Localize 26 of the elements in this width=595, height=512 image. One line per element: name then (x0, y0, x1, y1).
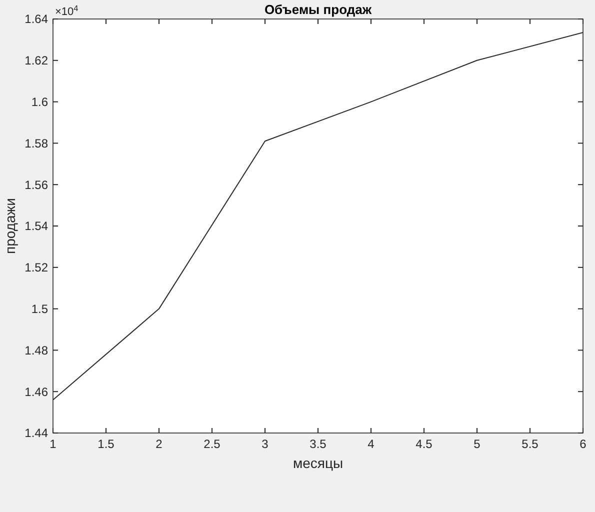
text: ×10$^{4}$ (55, 4, 79, 18)
x-tick-label: 2 (156, 437, 163, 451)
y-tick-label: 1.52 (24, 260, 48, 275)
x-tick-label: 4.5 (416, 437, 433, 451)
x-tick-label: 4 (368, 437, 375, 451)
x-tick-label: 1.5 (98, 437, 115, 451)
x-tick-label: 6 (580, 437, 587, 451)
y-tick-label: 1.54 (24, 219, 48, 234)
x-tick-label: 3 (262, 437, 269, 451)
x-axis-title: месяцы (292, 455, 344, 471)
y-tick-label: 1.46 (24, 384, 48, 399)
y-tick-label: 1.56 (24, 178, 48, 192)
y-tick-label: 1.58 (24, 136, 48, 150)
x-tick-label: 3.5 (310, 437, 327, 451)
x-tick-label: 5 (474, 437, 481, 451)
y-tick-label: 1.62 (24, 54, 48, 68)
y-tick-label: 1.6 (31, 95, 48, 109)
y-tick-label: 1.5 (31, 302, 48, 316)
y-axis-title: продажи (2, 198, 18, 254)
y-tick-label: 1.48 (24, 343, 48, 358)
y-tick-label: 1.64 (24, 12, 48, 26)
y-tick-label: 1.44 (24, 426, 48, 440)
x-tick-label: 2.5 (204, 437, 221, 451)
x-tick-label: 1 (50, 437, 57, 451)
chart-title: Объемы продаж (264, 2, 372, 17)
x-tick-label: 5.5 (522, 437, 539, 451)
